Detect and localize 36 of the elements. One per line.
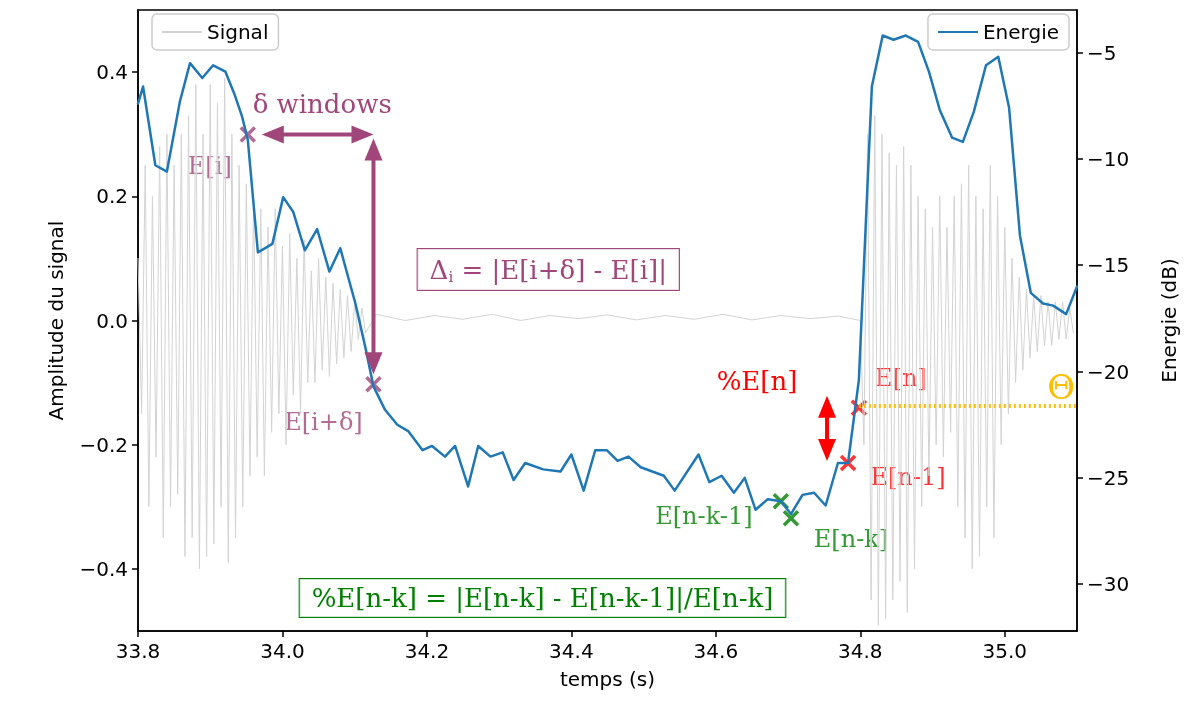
- y-tick-label: 0.0: [96, 308, 128, 333]
- y2-tick-label: −15: [1087, 253, 1130, 278]
- y-axis-title: Amplitude du signal: [44, 220, 68, 421]
- point: [782, 509, 800, 528]
- legend-label: Signal: [207, 20, 269, 44]
- series-label: E[n]: [875, 363, 927, 392]
- x-tick-label: 34.8: [838, 639, 883, 663]
- y2-tick-label: −20: [1087, 359, 1130, 384]
- series-label: E[i]: [187, 152, 232, 181]
- series-label: E[n-k]: [813, 525, 889, 554]
- series-label: E[n-1]: [870, 462, 946, 491]
- y-tick-label: −0.2: [79, 432, 128, 457]
- y-tick-label: −0.4: [79, 556, 128, 581]
- y2-axis-title: Energie (dB): [1157, 258, 1181, 383]
- annotation: δ windows: [252, 89, 392, 120]
- line-series: [137, 77, 1074, 626]
- point: [839, 454, 857, 472]
- y2-tick-label: −10: [1087, 146, 1130, 171]
- x-tick-label: 34.2: [404, 639, 450, 663]
- series-label: E[i+δ]: [284, 408, 363, 437]
- y2-tick-label: −30: [1087, 572, 1130, 597]
- ref-line-label: Θ: [1047, 366, 1075, 407]
- y-tick-label: 0.4: [96, 60, 128, 85]
- annotation: %E[n]: [716, 366, 798, 397]
- y2-tick-label: −25: [1087, 465, 1130, 490]
- legend-label: Energie: [982, 20, 1059, 44]
- series-label: E[n-k-1]: [655, 502, 753, 531]
- x-tick-label: 33.8: [115, 639, 161, 663]
- y-tick-label: 0.2: [96, 184, 128, 209]
- annotation: %E[n-k] = |E[n-k] - E[n-k-1]|/E[n-k]: [311, 583, 774, 614]
- y2-tick-label: −5: [1087, 40, 1117, 65]
- x-axis-title: temps (s): [559, 667, 656, 691]
- x-tick-label: 34.0: [260, 639, 305, 663]
- x-tick-label: 34.4: [549, 639, 594, 663]
- x-tick-label: 34.6: [693, 639, 739, 663]
- x-tick-label: 35.0: [982, 639, 1028, 663]
